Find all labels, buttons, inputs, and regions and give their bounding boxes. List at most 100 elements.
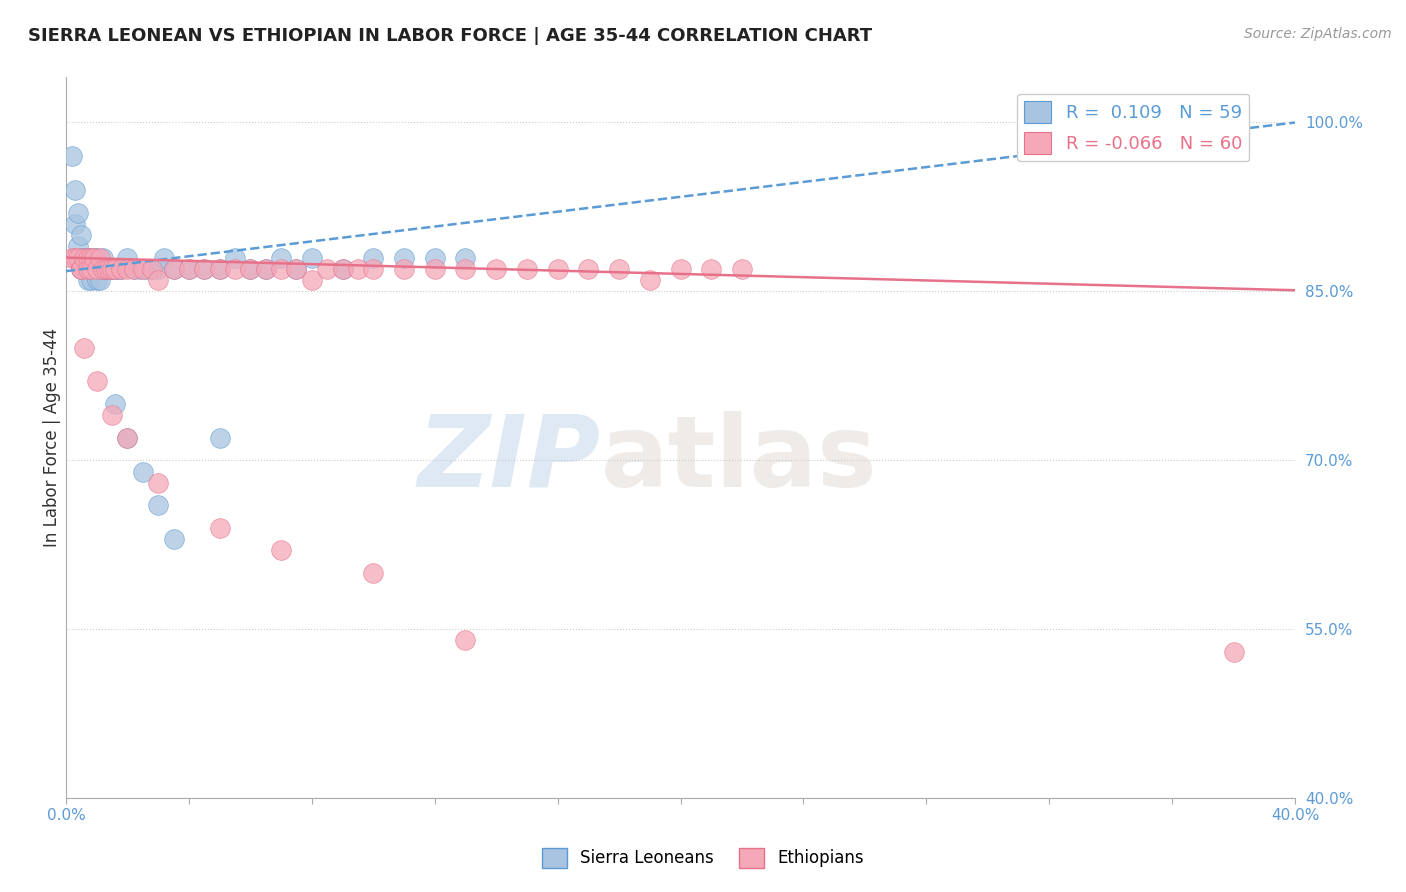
Point [73, 341, 96, 355]
Point [1222, 645, 1244, 659]
Point [638, 273, 661, 287]
Point [67, 251, 90, 265]
Text: atlas: atlas [600, 411, 877, 508]
Point [516, 261, 538, 276]
Point [224, 251, 246, 265]
Point [576, 261, 599, 276]
Point [70, 251, 93, 265]
Point [148, 498, 170, 512]
Point [76, 251, 98, 265]
Point [177, 261, 200, 276]
Point [98, 261, 121, 276]
Y-axis label: In Labor Force | Age 35-44: In Labor Force | Age 35-44 [44, 328, 60, 548]
Point [101, 261, 124, 276]
Point [141, 261, 163, 276]
Point [86, 261, 108, 276]
Point [208, 261, 231, 276]
Point [363, 261, 385, 276]
Point [117, 431, 139, 445]
Point [101, 261, 124, 276]
Point [239, 261, 262, 276]
Point [79, 251, 101, 265]
Point [547, 261, 569, 276]
Point [254, 261, 277, 276]
Point [117, 251, 139, 265]
Point [392, 261, 415, 276]
Point [700, 261, 723, 276]
Point [65, 183, 87, 197]
Point [70, 261, 93, 276]
Point [79, 251, 101, 265]
Point [332, 261, 354, 276]
Point [316, 261, 339, 276]
Point [363, 251, 385, 265]
Point [110, 261, 132, 276]
Point [162, 532, 184, 546]
Point [79, 261, 101, 276]
Point [94, 261, 117, 276]
Point [285, 261, 308, 276]
Point [239, 261, 262, 276]
Point [135, 261, 157, 276]
Point [104, 261, 127, 276]
Point [454, 251, 477, 265]
Point [162, 261, 184, 276]
Point [117, 261, 139, 276]
Point [79, 273, 101, 287]
Point [89, 251, 111, 265]
Point [104, 261, 127, 276]
Point [254, 261, 277, 276]
Point [193, 261, 215, 276]
Point [141, 261, 163, 276]
Point [91, 261, 114, 276]
Point [70, 261, 93, 276]
Text: SIERRA LEONEAN VS ETHIOPIAN IN LABOR FORCE | AGE 35-44 CORRELATION CHART: SIERRA LEONEAN VS ETHIOPIAN IN LABOR FOR… [28, 27, 872, 45]
Point [392, 251, 415, 265]
Point [70, 228, 93, 243]
Point [60, 149, 83, 163]
Point [363, 566, 385, 580]
Point [65, 217, 87, 231]
Text: ZIP: ZIP [418, 411, 600, 508]
Point [107, 261, 129, 276]
Point [76, 251, 98, 265]
Point [224, 261, 246, 276]
Point [73, 251, 96, 265]
Point [285, 261, 308, 276]
Point [86, 261, 108, 276]
Point [153, 251, 176, 265]
Point [423, 251, 446, 265]
Point [86, 251, 108, 265]
Point [332, 261, 354, 276]
Point [454, 261, 477, 276]
Point [208, 261, 231, 276]
Point [485, 261, 508, 276]
Point [731, 261, 754, 276]
Point [669, 261, 692, 276]
Point [301, 251, 323, 265]
Point [117, 431, 139, 445]
Point [423, 261, 446, 276]
Point [301, 273, 323, 287]
Point [76, 261, 98, 276]
Point [454, 633, 477, 648]
Point [148, 273, 170, 287]
Point [86, 375, 108, 389]
Legend: Sierra Leoneans, Ethiopians: Sierra Leoneans, Ethiopians [536, 841, 870, 875]
Point [148, 475, 170, 490]
Point [193, 261, 215, 276]
Point [94, 261, 117, 276]
Point [83, 261, 105, 276]
Point [208, 521, 231, 535]
Legend: R =  0.109   N = 59, R = -0.066   N = 60: R = 0.109 N = 59, R = -0.066 N = 60 [1017, 94, 1250, 161]
Point [132, 261, 155, 276]
Point [270, 261, 292, 276]
Point [83, 251, 105, 265]
Point [73, 261, 96, 276]
Point [132, 465, 155, 479]
Point [73, 251, 96, 265]
Point [89, 261, 111, 276]
Point [208, 431, 231, 445]
Point [60, 251, 83, 265]
Point [162, 261, 184, 276]
